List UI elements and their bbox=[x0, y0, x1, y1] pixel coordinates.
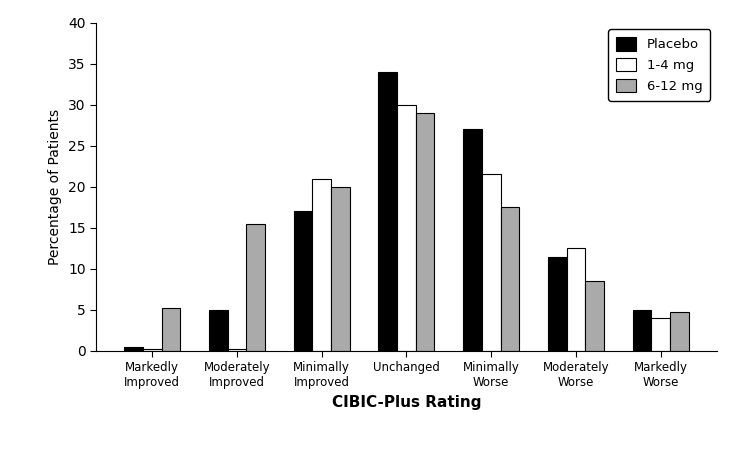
Bar bbox=[585, 281, 604, 351]
Bar bbox=[500, 207, 519, 351]
Bar bbox=[378, 72, 397, 351]
Bar bbox=[124, 347, 143, 351]
Bar bbox=[670, 312, 689, 351]
Bar bbox=[548, 256, 567, 351]
X-axis label: CIBIC-Plus Rating: CIBIC-Plus Rating bbox=[332, 395, 481, 410]
Bar bbox=[463, 129, 482, 351]
Legend: Placebo, 1-4 mg, 6-12 mg: Placebo, 1-4 mg, 6-12 mg bbox=[608, 29, 710, 101]
Bar bbox=[143, 349, 162, 351]
Bar bbox=[331, 187, 350, 351]
Bar bbox=[482, 175, 500, 351]
Bar bbox=[294, 212, 313, 351]
Bar bbox=[228, 349, 246, 351]
Bar bbox=[633, 310, 651, 351]
Bar bbox=[313, 179, 331, 351]
Bar bbox=[397, 105, 416, 351]
Bar bbox=[567, 248, 585, 351]
Bar bbox=[162, 308, 180, 351]
Bar bbox=[651, 318, 670, 351]
Y-axis label: Percentage of Patients: Percentage of Patients bbox=[49, 109, 63, 265]
Bar bbox=[246, 224, 265, 351]
Bar bbox=[209, 310, 228, 351]
Bar bbox=[416, 113, 435, 351]
